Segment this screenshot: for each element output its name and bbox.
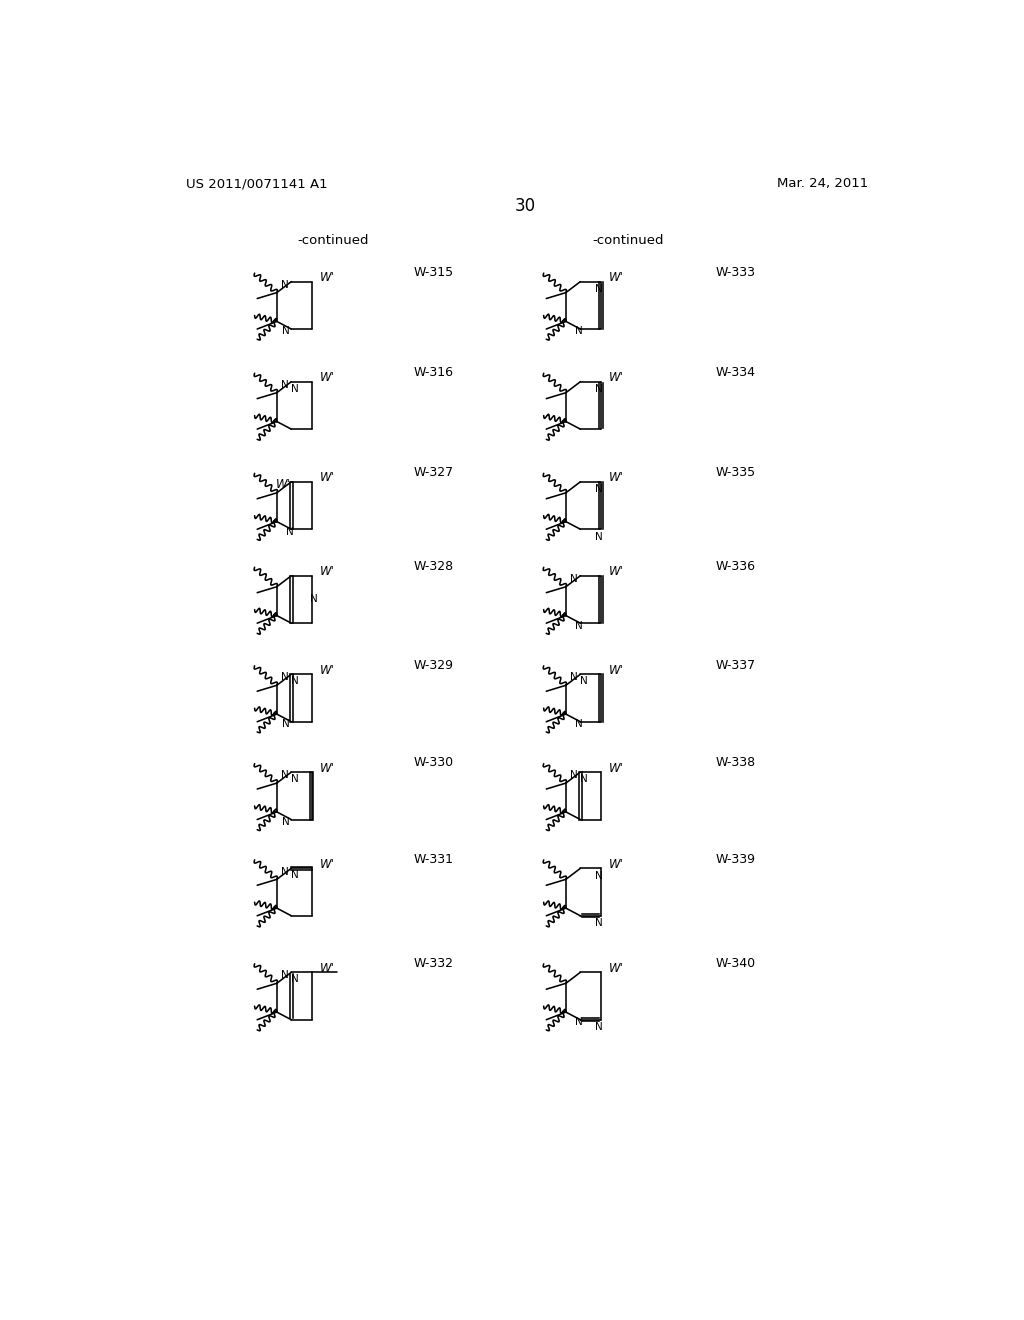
- Text: N: N: [281, 672, 289, 682]
- Text: Mar. 24, 2011: Mar. 24, 2011: [777, 177, 868, 190]
- Text: W': W': [608, 858, 624, 871]
- Text: N: N: [291, 384, 299, 393]
- Text: W': W': [608, 471, 624, 484]
- Text: W-335: W-335: [716, 466, 756, 479]
- Text: N: N: [282, 817, 290, 826]
- Text: W-340: W-340: [716, 957, 756, 970]
- Text: W': W': [319, 858, 335, 871]
- Text: N: N: [286, 527, 293, 537]
- Text: N: N: [595, 384, 602, 395]
- Text: W-328: W-328: [414, 560, 454, 573]
- Text: -continued: -continued: [592, 234, 664, 247]
- Text: W-329: W-329: [414, 659, 454, 672]
- Text: W-336: W-336: [716, 560, 756, 573]
- Text: W': W': [608, 962, 624, 975]
- Text: N: N: [574, 719, 583, 729]
- Text: N: N: [281, 280, 289, 290]
- Text: W-316: W-316: [414, 366, 454, 379]
- Text: N: N: [291, 774, 299, 784]
- Text: N: N: [282, 326, 290, 337]
- Text: N: N: [282, 719, 290, 729]
- Text: N: N: [574, 326, 583, 337]
- Text: N: N: [574, 620, 583, 631]
- Text: W-334: W-334: [716, 366, 756, 379]
- Text: W': W': [319, 962, 335, 975]
- Text: W-339: W-339: [716, 853, 756, 866]
- Text: W-331: W-331: [414, 853, 454, 866]
- Text: W': W': [608, 371, 624, 384]
- Text: W-330: W-330: [414, 756, 454, 770]
- Text: N: N: [595, 484, 602, 495]
- Text: W-333: W-333: [716, 265, 756, 279]
- Text: W': W': [319, 565, 335, 578]
- Text: N: N: [595, 871, 602, 880]
- Text: W': W': [319, 371, 335, 384]
- Text: N: N: [291, 870, 299, 880]
- Text: W': W': [608, 762, 624, 775]
- Text: N: N: [595, 284, 602, 294]
- Text: N: N: [570, 672, 578, 682]
- Text: -continued: -continued: [298, 234, 369, 247]
- Text: W-315: W-315: [414, 265, 454, 279]
- Text: US 2011/0071141 A1: US 2011/0071141 A1: [186, 177, 328, 190]
- Text: W-327: W-327: [414, 466, 454, 479]
- Text: N: N: [595, 1023, 602, 1032]
- Text: W': W': [319, 471, 335, 484]
- Text: N: N: [574, 1018, 583, 1027]
- Text: N: N: [310, 594, 318, 605]
- Text: 30: 30: [514, 197, 536, 215]
- Text: N: N: [595, 532, 602, 543]
- Text: W': W': [319, 762, 335, 775]
- Text: N: N: [281, 380, 289, 389]
- Text: N: N: [281, 866, 289, 876]
- Text: N: N: [281, 970, 289, 981]
- Text: W': W': [608, 664, 624, 677]
- Text: N: N: [281, 771, 289, 780]
- Text: W': W': [608, 271, 624, 284]
- Text: N: N: [570, 771, 578, 780]
- Text: N: N: [570, 574, 578, 583]
- Text: W': W': [275, 478, 291, 491]
- Text: W-337: W-337: [716, 659, 756, 672]
- Text: W-332: W-332: [414, 957, 454, 970]
- Text: N: N: [291, 974, 299, 985]
- Text: N: N: [595, 919, 602, 928]
- Text: N: N: [581, 774, 588, 784]
- Text: W-338: W-338: [716, 756, 756, 770]
- Text: W': W': [319, 664, 335, 677]
- Text: W': W': [319, 271, 335, 284]
- Text: N: N: [581, 676, 588, 686]
- Text: N: N: [291, 676, 299, 686]
- Text: W': W': [608, 565, 624, 578]
